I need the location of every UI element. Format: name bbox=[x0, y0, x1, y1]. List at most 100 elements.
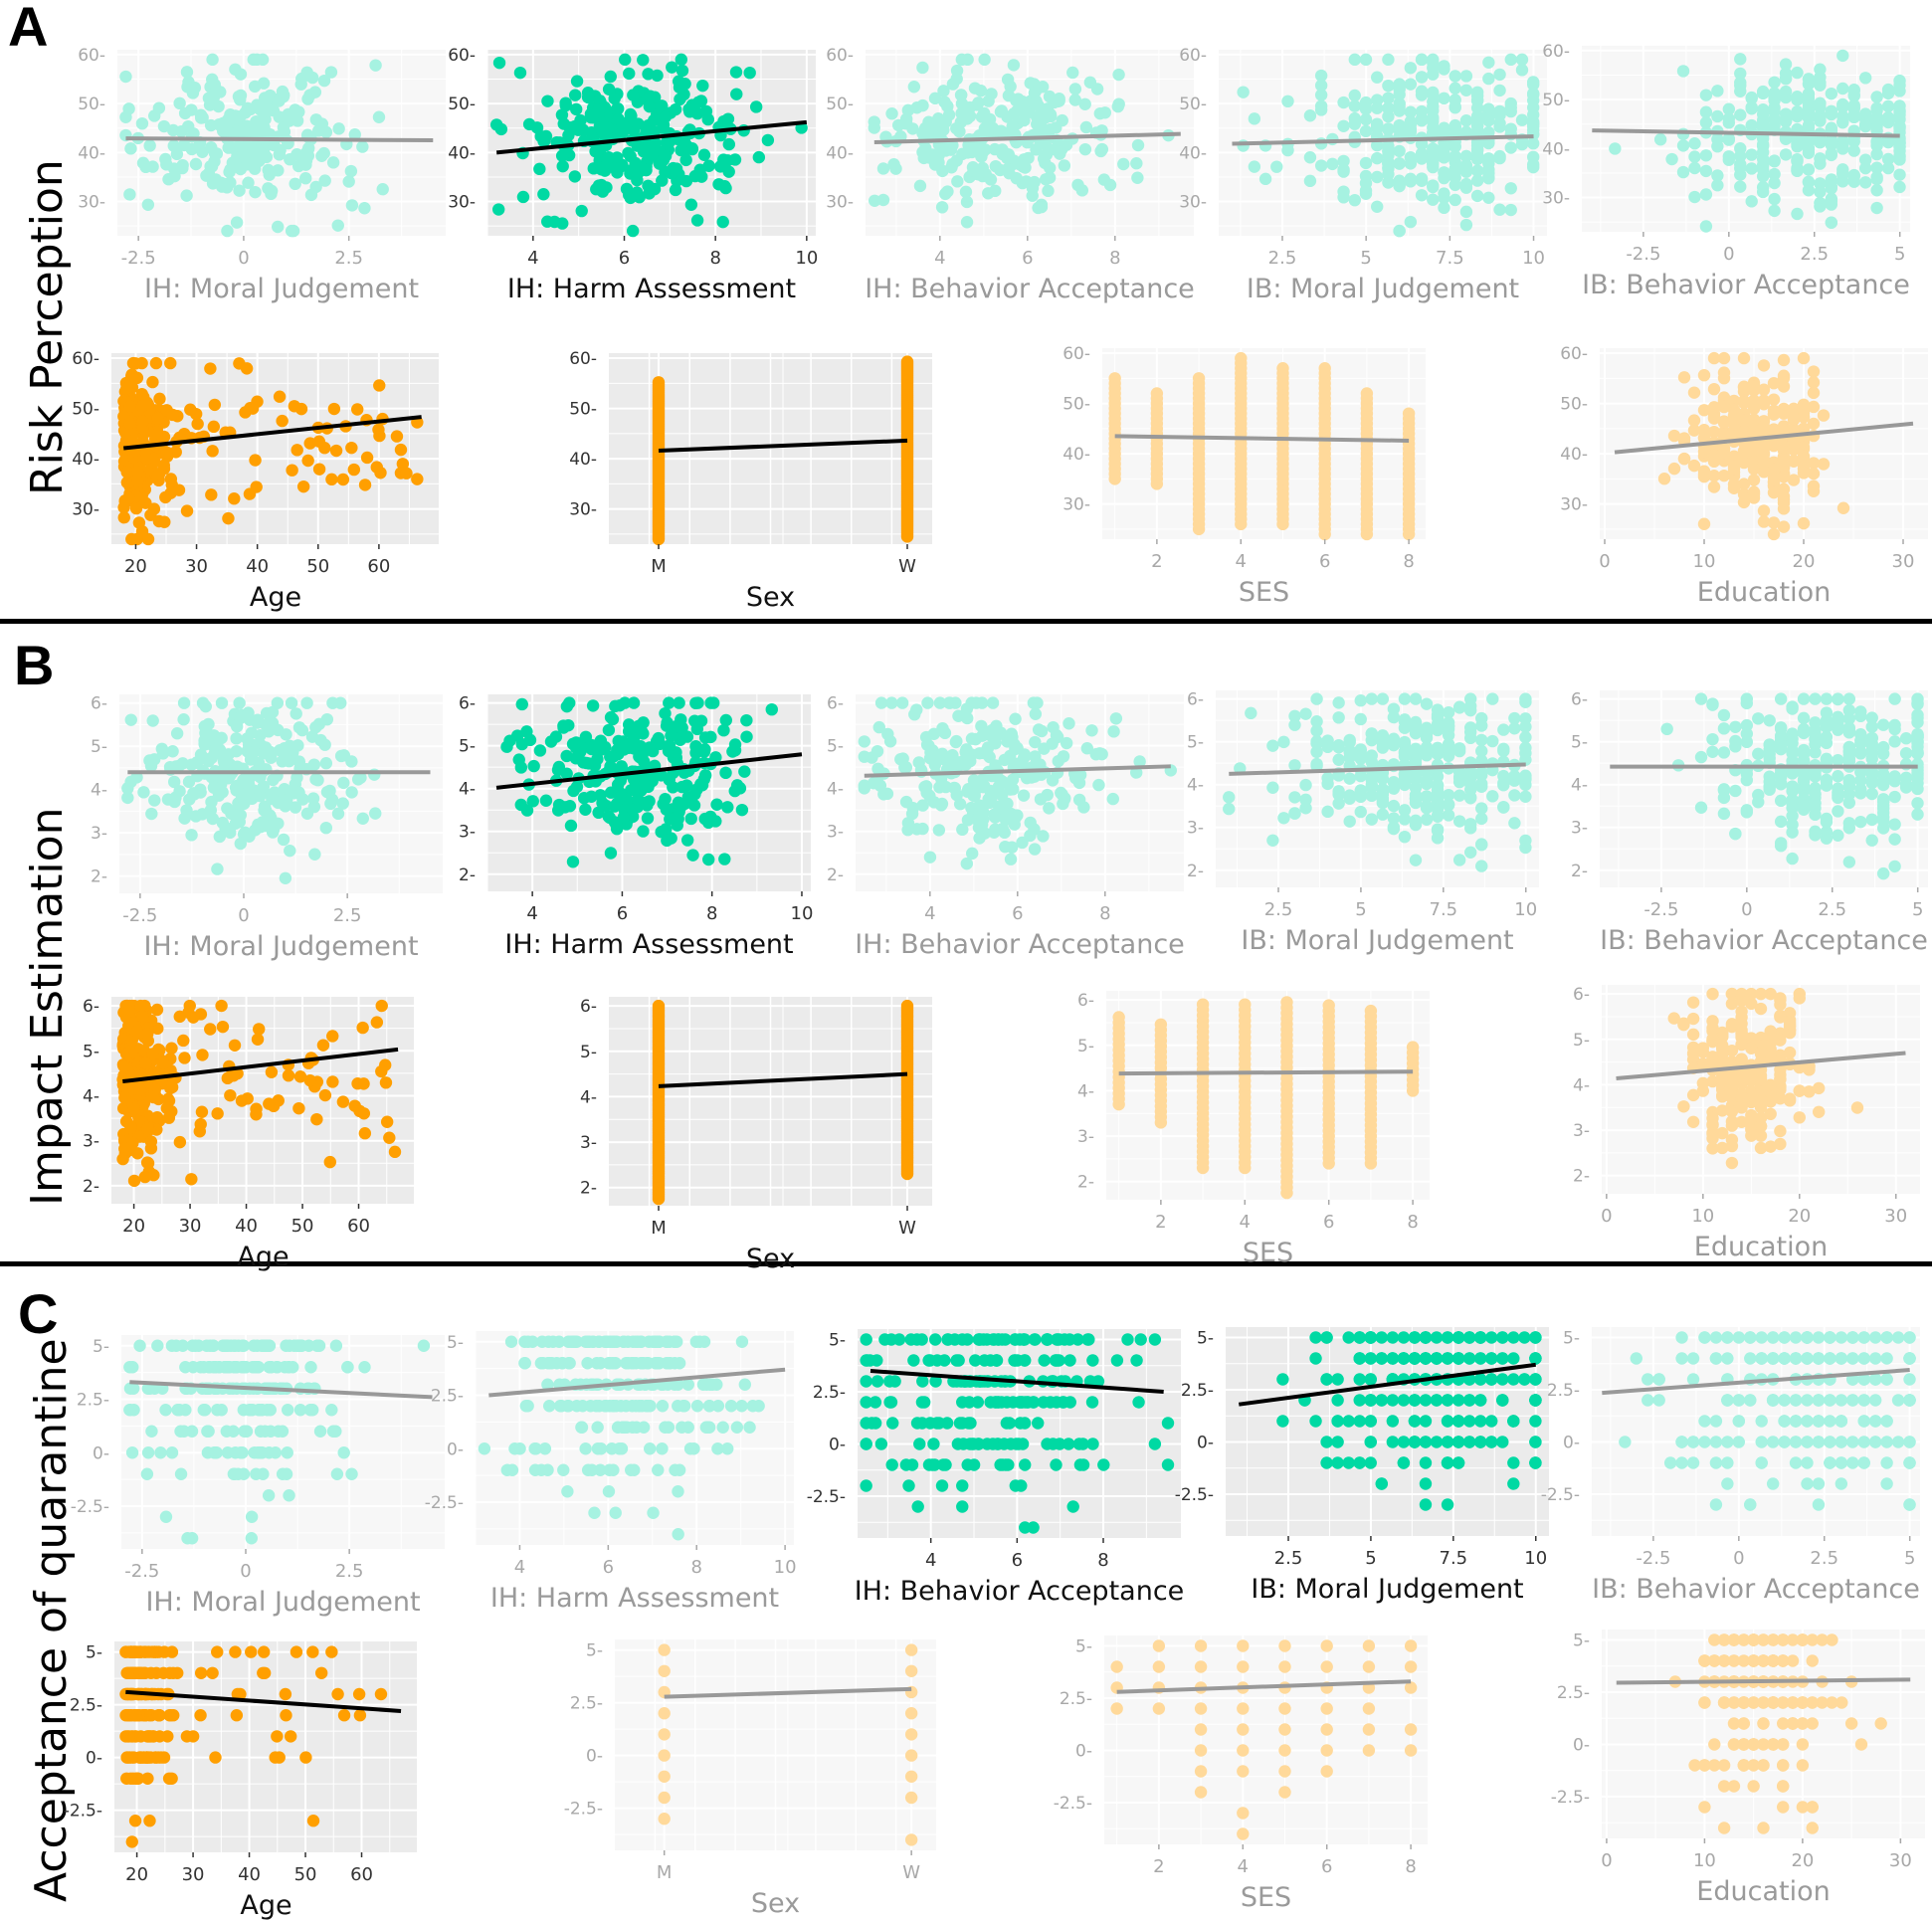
data-point bbox=[176, 162, 188, 174]
data-point bbox=[1775, 837, 1787, 849]
data-point bbox=[1493, 120, 1505, 132]
data-point bbox=[688, 799, 700, 811]
data-point bbox=[206, 74, 218, 86]
data-point bbox=[580, 757, 592, 769]
data-point bbox=[1708, 480, 1720, 492]
data-point bbox=[1758, 466, 1770, 478]
data-point bbox=[605, 71, 617, 83]
data-point bbox=[1453, 815, 1465, 827]
data-point bbox=[605, 847, 617, 859]
x-axis-label: Education bbox=[1694, 1232, 1828, 1262]
data-point bbox=[1042, 185, 1054, 197]
x-tick-label: 2.5 bbox=[1800, 244, 1829, 265]
data-point bbox=[272, 696, 284, 708]
data-point bbox=[124, 1121, 136, 1133]
data-point bbox=[277, 86, 289, 97]
data-point bbox=[685, 813, 697, 825]
data-point bbox=[1416, 86, 1428, 97]
data-point bbox=[1708, 411, 1720, 423]
data-point bbox=[1029, 843, 1041, 855]
data-point bbox=[552, 804, 564, 816]
data-point bbox=[605, 711, 617, 723]
data-point bbox=[292, 1102, 304, 1114]
data-point bbox=[1735, 1090, 1747, 1102]
y-tick-label: 40- bbox=[448, 143, 476, 163]
data-point bbox=[171, 148, 183, 160]
data-point bbox=[1764, 776, 1776, 788]
data-point bbox=[1748, 474, 1760, 485]
y-tick-label: 6- bbox=[827, 694, 844, 714]
data-point bbox=[1410, 854, 1422, 865]
data-point bbox=[1700, 188, 1712, 200]
x-axis-label: Age bbox=[237, 1242, 289, 1272]
data-point bbox=[1677, 1100, 1689, 1112]
data-point bbox=[228, 492, 240, 504]
data-point bbox=[1002, 74, 1014, 86]
data-point bbox=[151, 1111, 163, 1123]
data-point bbox=[978, 54, 990, 66]
data-point bbox=[642, 812, 654, 824]
data-point bbox=[659, 793, 671, 805]
data-point bbox=[1877, 800, 1889, 812]
data-point bbox=[153, 101, 165, 113]
data-point bbox=[148, 794, 160, 806]
data-point bbox=[621, 183, 633, 195]
data-point bbox=[632, 794, 644, 806]
data-point bbox=[1814, 177, 1826, 189]
data-point bbox=[1794, 992, 1806, 1004]
data-point bbox=[213, 118, 225, 130]
data-point bbox=[1911, 731, 1923, 743]
data-point bbox=[239, 126, 251, 138]
data-point bbox=[351, 403, 363, 415]
y-tick-label: 3- bbox=[1077, 1127, 1094, 1147]
data-point bbox=[320, 822, 332, 834]
data-point bbox=[1471, 190, 1483, 202]
data-point bbox=[1092, 779, 1104, 791]
data-point bbox=[128, 1102, 140, 1114]
data-point bbox=[356, 1022, 368, 1034]
data-point bbox=[1053, 755, 1064, 767]
data-point bbox=[337, 1095, 349, 1107]
data-point bbox=[950, 736, 962, 748]
data-point bbox=[995, 124, 1007, 136]
data-point bbox=[707, 696, 719, 708]
data-point bbox=[1768, 168, 1780, 180]
y-tick-label: 2- bbox=[1571, 862, 1588, 881]
data-point bbox=[1764, 714, 1776, 726]
data-point bbox=[1784, 1017, 1796, 1029]
data-point bbox=[1505, 182, 1517, 194]
y-tick-label: 40- bbox=[569, 450, 597, 470]
data-point bbox=[1718, 447, 1730, 459]
data-point bbox=[1438, 93, 1449, 104]
data-point bbox=[1421, 774, 1433, 786]
x-axis-label: Sex bbox=[746, 1244, 795, 1274]
data-point bbox=[249, 824, 261, 836]
data-point bbox=[1826, 217, 1837, 229]
data-point bbox=[576, 205, 588, 217]
data-point bbox=[324, 1156, 336, 1168]
data-point bbox=[177, 1035, 189, 1047]
data-point bbox=[1410, 772, 1422, 784]
data-point bbox=[681, 834, 693, 846]
data-point bbox=[666, 167, 677, 179]
data-point bbox=[1482, 112, 1494, 124]
data-point bbox=[1018, 153, 1030, 165]
data-point bbox=[230, 745, 242, 757]
data-point bbox=[1757, 86, 1769, 97]
data-point bbox=[569, 89, 581, 100]
data-point bbox=[738, 765, 750, 777]
data-point bbox=[166, 1081, 178, 1093]
data-point bbox=[1449, 94, 1461, 105]
data-point bbox=[1900, 747, 1912, 759]
data-point bbox=[1821, 692, 1833, 704]
data-point bbox=[1366, 692, 1378, 704]
x-tick-label: M bbox=[651, 556, 667, 577]
y-tick-label: 3- bbox=[1571, 819, 1588, 839]
y-tick-label: 60- bbox=[569, 349, 597, 369]
data-point bbox=[1818, 409, 1830, 421]
data-point bbox=[1393, 180, 1405, 192]
data-point bbox=[1371, 120, 1383, 132]
data-point bbox=[940, 781, 952, 793]
